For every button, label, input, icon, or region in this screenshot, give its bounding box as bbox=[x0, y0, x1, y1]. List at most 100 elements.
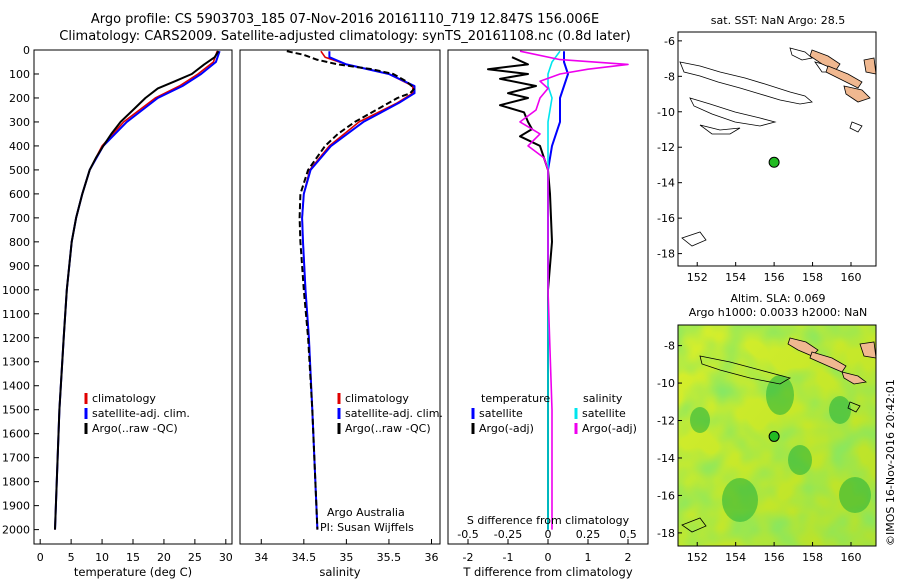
depth-tick-label: 1900 bbox=[2, 500, 30, 513]
legend-label-argo: Argo(..raw -QC) bbox=[345, 422, 431, 435]
depth-tick-label: 1400 bbox=[2, 380, 30, 393]
lon-tick-label: 154 bbox=[725, 271, 746, 284]
difference-series bbox=[487, 50, 629, 530]
series-line-climatology bbox=[301, 50, 414, 530]
argo-float-marker bbox=[768, 430, 780, 442]
sla-map-axes: 152 154 156 158 160 -8 -10 -12 -14 -16 -18 bbox=[657, 340, 861, 564]
depth-tick-label: 2000 bbox=[2, 524, 30, 537]
legend-label-t-satellite: satellite bbox=[479, 407, 523, 420]
lon-tick-label: 158 bbox=[802, 551, 823, 564]
depth-tick-label: 0 bbox=[23, 44, 30, 57]
annotation-argo-australia: Argo Australia bbox=[327, 506, 405, 519]
sla-blobs bbox=[690, 375, 871, 522]
lat-tick-label: -8 bbox=[664, 70, 675, 83]
sla-map-title-line1: Altim. SLA: 0.069 bbox=[730, 292, 825, 305]
series-line-temperature-argo-adj bbox=[487, 56, 553, 530]
depth-tick-label: 800 bbox=[9, 236, 30, 249]
sla-map-title-line2: Argo h1000: 0.0033 h2000: NaN bbox=[689, 306, 868, 319]
figure-title-line1: Argo profile: CS 5903703_185 07-Nov-2016… bbox=[91, 12, 599, 27]
x-tick-label: 35 bbox=[339, 551, 353, 564]
depth-tick-label: 400 bbox=[9, 140, 30, 153]
depth-tick-label: 100 bbox=[9, 68, 30, 81]
depth-tick-label: 1100 bbox=[2, 308, 30, 321]
lat-tick-label: -12 bbox=[657, 141, 675, 154]
land-masses bbox=[809, 49, 877, 103]
lon-tick-label: 160 bbox=[841, 551, 862, 564]
depth-tick-label: 300 bbox=[9, 116, 30, 129]
sla-map-frame bbox=[677, 324, 877, 547]
legend-header-salinity: salinity bbox=[583, 392, 623, 405]
s-diff-tick-label: -0.5 bbox=[457, 528, 478, 541]
series-line-climatology bbox=[54, 50, 218, 530]
series-line-argo-raw-qc bbox=[54, 50, 220, 530]
x-tick-label: 15 bbox=[126, 551, 140, 564]
legend-label-satellite: satellite-adj. clim. bbox=[345, 407, 443, 420]
s-diff-tick-label: 0.5 bbox=[619, 528, 637, 541]
lat-tick-label: -18 bbox=[657, 248, 675, 261]
x-tick-label: -2 bbox=[463, 551, 474, 564]
temperature-x-label: temperature (deg C) bbox=[74, 565, 192, 579]
depth-tick-label: 1300 bbox=[2, 356, 30, 369]
temperature-plot-frame bbox=[33, 49, 233, 545]
depth-tick-label: 700 bbox=[9, 212, 30, 225]
coastline-outlines bbox=[679, 47, 863, 247]
lat-tick-label: -18 bbox=[657, 527, 675, 540]
depth-tick-label: 1800 bbox=[2, 476, 30, 489]
lat-tick-label: -10 bbox=[657, 106, 675, 119]
x-tick-label: 5 bbox=[68, 551, 75, 564]
difference-profile-panel: -2 -1 0 1 2 -0.5 -0.25 0 0.25 0.5 temperature sa… bbox=[447, 49, 649, 579]
lat-tick-label: -8 bbox=[664, 340, 675, 353]
x-tick-label: 34 bbox=[254, 551, 268, 564]
series-line-salinity-satellite bbox=[547, 50, 561, 530]
land-masses bbox=[787, 337, 877, 385]
s-difference-label: S difference from climatology bbox=[467, 514, 630, 527]
legend-header-temperature: temperature bbox=[481, 392, 550, 405]
x-tick-label: 30 bbox=[219, 551, 233, 564]
sst-map-title: sat. SST: NaN Argo: 28.5 bbox=[711, 14, 845, 27]
series-line-argo-raw-qc bbox=[286, 50, 416, 530]
sst-map-axes: 152 154 156 158 160 -6 -8 -10 -12 -14 -16 -18 bbox=[657, 35, 861, 284]
lat-tick-label: -16 bbox=[657, 212, 675, 225]
lon-tick-label: 158 bbox=[802, 271, 823, 284]
temperature-profile-panel: 0100200300400500600700800900100011001200… bbox=[2, 44, 233, 579]
legend-label-climatology: climatology bbox=[92, 392, 156, 405]
s-diff-tick-label: -0.25 bbox=[494, 528, 522, 541]
t-difference-x-axis: -2 -1 0 1 2 bbox=[463, 539, 632, 564]
annotation-pi: PI: Susan Wijffels bbox=[320, 521, 414, 534]
lat-tick-label: -16 bbox=[657, 489, 675, 502]
legend-label-s-satellite: satellite bbox=[582, 407, 626, 420]
legend-label-satellite: satellite-adj. clim. bbox=[92, 407, 190, 420]
salinity-plot-frame bbox=[239, 49, 441, 545]
lat-tick-label: -12 bbox=[657, 415, 675, 428]
salinity-legend: climatology satellite-adj. clim. Argo(..… bbox=[337, 392, 443, 435]
x-tick-label: 25 bbox=[188, 551, 202, 564]
legend-label-argo: Argo(..raw -QC) bbox=[92, 422, 178, 435]
x-tick-label: 34.5 bbox=[292, 551, 317, 564]
difference-legend: temperature satellite Argo(-adj) salinit… bbox=[471, 392, 637, 435]
lon-tick-label: 154 bbox=[725, 551, 746, 564]
argo-float-marker bbox=[768, 156, 780, 168]
depth-axis: 0 100 200 300 400 500 600 700 800 900 1000 1100 1200… bbox=[2, 44, 39, 537]
x-tick-label: 0 bbox=[545, 551, 552, 564]
lon-tick-label: 156 bbox=[764, 551, 785, 564]
s-difference-axis: -0.5 -0.25 0 0.25 0.5 bbox=[457, 528, 636, 541]
x-tick-label: -1 bbox=[503, 551, 514, 564]
sst-map-frame bbox=[677, 31, 877, 267]
depth-tick-label: 500 bbox=[9, 164, 30, 177]
lon-tick-label: 156 bbox=[764, 271, 785, 284]
depth-tick-label: 1500 bbox=[2, 404, 30, 417]
sla-map-panel: Altim. SLA: 0.069 Argo h1000: 0.0033 h20… bbox=[657, 292, 877, 564]
lon-tick-label: 152 bbox=[687, 271, 708, 284]
x-tick-label: 20 bbox=[157, 551, 171, 564]
depth-tick-label: 600 bbox=[9, 188, 30, 201]
depth-tick-label: 1600 bbox=[2, 428, 30, 441]
depth-tick-label: 1000 bbox=[2, 284, 30, 297]
t-difference-x-label: T difference from climatology bbox=[462, 565, 633, 579]
x-tick-label: 36 bbox=[424, 551, 438, 564]
depth-tick-label: 1200 bbox=[2, 332, 30, 345]
s-diff-tick-label: 0.25 bbox=[576, 528, 601, 541]
legend-label-t-argo: Argo(-adj) bbox=[479, 422, 534, 435]
temperature-x-axis: 0 5 10 15 20 25 30 bbox=[37, 539, 233, 564]
s-diff-tick-label: 0 bbox=[545, 528, 552, 541]
